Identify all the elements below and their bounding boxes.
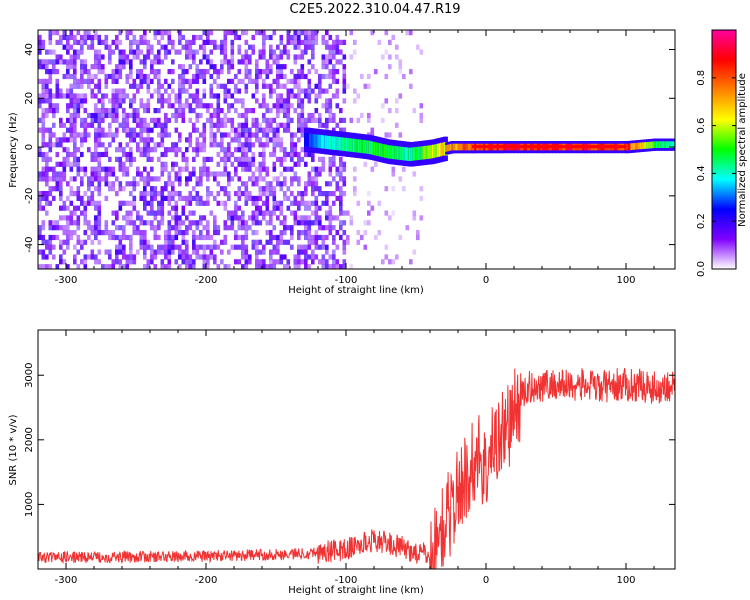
snr-panel: -300 -200 -100 0 100 1000 2000 3000 Height of s…: [8, 329, 676, 596]
x-tick-label: -100: [335, 575, 358, 586]
colorbar-tick-label: 0.8: [696, 70, 707, 86]
x-tick-label: -300: [55, 575, 78, 586]
x-tick-label: -300: [55, 275, 78, 286]
x-tick-label: 0: [483, 575, 489, 586]
colorbar-tick-label: 0.4: [696, 165, 707, 181]
colorbar-tick-label: 0.6: [696, 118, 707, 134]
snr-frame: [37, 329, 676, 570]
spectrogram-y-axis-label: Frequency (Hz): [8, 112, 19, 188]
colorbar-tick-label: 0.0: [696, 261, 707, 277]
x-tick-label: -200: [195, 275, 218, 286]
y-tick-label: 1000: [24, 492, 35, 517]
spectrogram-heatmap: [38, 30, 675, 269]
snr-y-axis-label: SNR (10 * v/v): [8, 414, 19, 485]
y-tick-label: 20: [24, 92, 35, 105]
colorbar-gradient: [711, 29, 737, 270]
x-tick-label: -100: [335, 275, 358, 286]
spectrogram-frame: [37, 29, 676, 270]
colorbar-ticks: 0.0 0.2 0.4 0.6 0.8: [696, 70, 736, 277]
x-tick-label: 100: [616, 575, 635, 586]
x-tick-label: 0: [483, 275, 489, 286]
y-tick-label: 3000: [24, 362, 35, 387]
x-tick-label: -200: [195, 575, 218, 586]
figure-title: C2E5.2022.310.04.47.R19: [289, 2, 461, 17]
snr-series-line: [38, 367, 675, 569]
y-tick-label: -40: [24, 236, 35, 252]
snr-x-axis-label: Height of straight line (km): [288, 585, 424, 596]
y-tick-label: 40: [24, 43, 35, 56]
y-tick-label: 0: [24, 144, 35, 150]
x-tick-label: 100: [616, 275, 635, 286]
colorbar: 0.0 0.2 0.4 0.6 0.8 Normalized spectral ampl…: [696, 29, 748, 277]
snr-ticks: -300 -200 -100 0 100 1000 2000 3000: [24, 330, 675, 586]
colorbar-tick-label: 0.2: [696, 213, 707, 229]
colorbar-label: Normalized spectral amplitude: [737, 73, 748, 227]
spectrogram-x-axis-label: Height of straight line (km): [288, 285, 424, 296]
y-tick-label: -20: [24, 188, 35, 204]
y-tick-label: 2000: [24, 427, 35, 452]
